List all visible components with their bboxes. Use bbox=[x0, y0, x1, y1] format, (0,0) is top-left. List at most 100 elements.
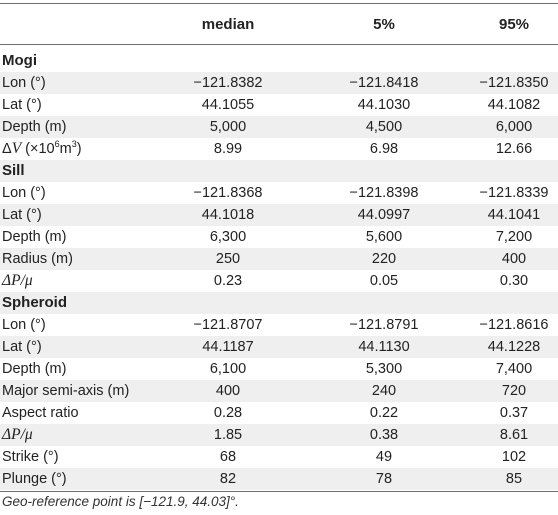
table-row: ΔP/μ 1.85 0.38 8.61 bbox=[0, 424, 558, 446]
row-label: Lat (°) bbox=[2, 207, 42, 223]
table-row: Lat (°) 44.1055 44.1030 44.1082 bbox=[0, 94, 558, 116]
row-label: Depth (m) bbox=[2, 229, 67, 245]
cell-median: −121.8382 bbox=[193, 75, 263, 91]
row-label: ΔP/μ bbox=[2, 424, 33, 446]
table-row: Strike (°) 68 49 102 bbox=[0, 446, 558, 468]
header-rule bbox=[0, 44, 558, 45]
cell-median: 44.1055 bbox=[201, 97, 255, 113]
cell-median: 44.1187 bbox=[202, 339, 254, 355]
table-row: Plunge (°) 82 78 85 bbox=[0, 468, 558, 490]
cell-95-percent: 85 bbox=[505, 471, 523, 487]
cell-median: 0.23 bbox=[213, 273, 243, 289]
cell-95-percent: −121.8350 bbox=[479, 75, 549, 91]
cell-5-percent: 44.0997 bbox=[357, 207, 411, 223]
header-median: median bbox=[201, 16, 255, 33]
table-row: Lat (°) 44.1187 44.1130 44.1228 bbox=[0, 336, 558, 358]
cell-95-percent: −121.8339 bbox=[479, 185, 549, 201]
cell-5-percent: 44.1030 bbox=[357, 97, 411, 113]
cell-median: 6,300 bbox=[209, 229, 247, 245]
cell-95-percent: 8.61 bbox=[499, 427, 529, 443]
cell-median: 400 bbox=[215, 383, 241, 399]
cell-95-percent: 720 bbox=[501, 383, 527, 399]
section-label: Sill bbox=[2, 162, 25, 179]
row-label: ΔV (×106m3) bbox=[2, 138, 82, 160]
cell-median: 250 bbox=[215, 251, 241, 267]
cell-95-percent: 6,000 bbox=[495, 119, 533, 135]
row-label: Depth (m) bbox=[2, 361, 67, 377]
table-row: Lon (°) −121.8382 −121.8418 −121.8350 bbox=[0, 72, 558, 94]
cell-5-percent: 5,300 bbox=[365, 361, 403, 377]
table-row: Aspect ratio 0.28 0.22 0.37 bbox=[0, 402, 558, 424]
table-row: ΔV (×106m3) 8.99 6.98 12.66 bbox=[0, 138, 558, 160]
table-row: Lon (°) −121.8707 −121.8791 −121.8616 bbox=[0, 314, 558, 336]
exponent: 3 bbox=[71, 139, 77, 150]
row-label: Lon (°) bbox=[2, 185, 46, 201]
cell-median: 0.28 bbox=[213, 405, 243, 421]
cell-95-percent: 44.1082 bbox=[487, 97, 541, 113]
section-label: Spheroid bbox=[2, 294, 68, 311]
cell-5-percent: 0.38 bbox=[369, 427, 399, 443]
cell-5-percent: 5,600 bbox=[365, 229, 403, 245]
cell-median: 1.85 bbox=[213, 427, 243, 443]
cell-95-percent: 44.1041 bbox=[487, 207, 541, 223]
row-label: Aspect ratio bbox=[2, 405, 79, 421]
exponent: 6 bbox=[54, 139, 60, 150]
table-row: Radius (m) 250 220 400 bbox=[0, 248, 558, 270]
table-row: Depth (m) 5,000 4,500 6,000 bbox=[0, 116, 558, 138]
table-bottom-rule bbox=[0, 491, 558, 492]
header-5-percent: 5% bbox=[373, 16, 395, 33]
table-header-row: median 5% 95% bbox=[0, 14, 558, 36]
cell-95-percent: 102 bbox=[501, 449, 527, 465]
cell-5-percent: −121.8418 bbox=[349, 75, 419, 91]
cell-5-percent: 4,500 bbox=[365, 119, 403, 135]
label-text: (×10 bbox=[21, 141, 55, 157]
row-label: Depth (m) bbox=[2, 119, 67, 135]
cell-95-percent: 7,200 bbox=[495, 229, 533, 245]
cell-median: 44.1018 bbox=[201, 207, 255, 223]
section-label: Mogi bbox=[2, 52, 37, 69]
pressure-ratio-label: ΔP/μ bbox=[2, 272, 33, 289]
cell-5-percent: 78 bbox=[375, 471, 393, 487]
cell-median: 8.99 bbox=[213, 141, 243, 157]
cell-5-percent: 240 bbox=[371, 383, 397, 399]
cell-5-percent: 49 bbox=[375, 449, 393, 465]
table-row: Major semi-axis (m) 400 240 720 bbox=[0, 380, 558, 402]
table-footnote: Geo-reference point is [−121.9, 44.03]°. bbox=[2, 494, 239, 509]
row-label: Lat (°) bbox=[2, 97, 42, 113]
row-label: Lat (°) bbox=[2, 339, 42, 355]
cell-5-percent: −121.8398 bbox=[349, 185, 419, 201]
row-label: Lon (°) bbox=[2, 317, 46, 333]
cell-5-percent: 0.22 bbox=[369, 405, 399, 421]
row-label: Strike (°) bbox=[2, 449, 59, 465]
cell-median: 5,000 bbox=[209, 119, 247, 135]
cell-95-percent: 0.30 bbox=[499, 273, 529, 289]
header-95-percent: 95% bbox=[498, 16, 530, 33]
row-label: Radius (m) bbox=[2, 251, 73, 267]
table-row: Lat (°) 44.1018 44.0997 44.1041 bbox=[0, 204, 558, 226]
table-row: ΔP/μ 0.23 0.05 0.30 bbox=[0, 270, 558, 292]
cell-95-percent: −121.8616 bbox=[479, 317, 549, 333]
row-label: ΔP/μ bbox=[2, 270, 33, 292]
volume-variable: V bbox=[11, 140, 22, 157]
row-label: Major semi-axis (m) bbox=[2, 383, 130, 399]
cell-5-percent: −121.8791 bbox=[349, 317, 419, 333]
cell-5-percent: 6.98 bbox=[369, 141, 399, 157]
label-text: ) bbox=[76, 141, 82, 157]
cell-median: −121.8368 bbox=[193, 185, 263, 201]
row-label: Lon (°) bbox=[2, 75, 46, 91]
cell-95-percent: 12.66 bbox=[495, 141, 533, 157]
cell-95-percent: 400 bbox=[501, 251, 527, 267]
row-label: Plunge (°) bbox=[2, 471, 67, 487]
section-title-spheroid: Spheroid bbox=[0, 292, 558, 314]
delta-symbol: Δ bbox=[2, 141, 12, 157]
cell-5-percent: 0.05 bbox=[369, 273, 399, 289]
unit-text: m bbox=[59, 141, 72, 157]
table-top-rule bbox=[0, 3, 558, 4]
cell-median: 68 bbox=[219, 449, 237, 465]
cell-median: 82 bbox=[219, 471, 237, 487]
cell-5-percent: 220 bbox=[371, 251, 397, 267]
cell-median: 6,100 bbox=[209, 361, 247, 377]
pressure-ratio-label: ΔP/μ bbox=[2, 426, 33, 443]
cell-95-percent: 0.37 bbox=[499, 405, 529, 421]
cell-5-percent: 44.1130 bbox=[358, 339, 410, 355]
